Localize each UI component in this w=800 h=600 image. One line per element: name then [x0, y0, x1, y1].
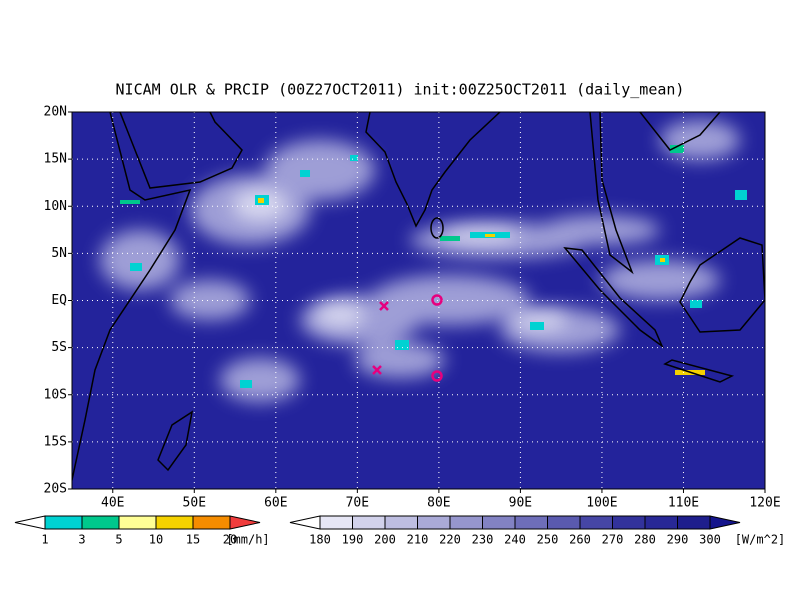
lon-label: 60E	[264, 496, 287, 511]
colorbar-box	[352, 515, 386, 530]
colorbar-label: 300	[699, 533, 721, 547]
colorbar-label: 200	[374, 533, 396, 547]
storm-markers	[372, 294, 443, 382]
colorbar-label: 180	[309, 533, 331, 547]
colorbar-box	[319, 515, 353, 530]
colorbar-box	[449, 515, 483, 530]
lat-label: 20S	[44, 482, 67, 497]
colorbar-label: 250	[537, 533, 559, 547]
colorbar-box	[644, 515, 678, 530]
map-area	[72, 112, 765, 489]
colorbar-label: 15	[186, 533, 200, 547]
colorbar-label: 5	[115, 533, 122, 547]
colorbar-box	[192, 515, 231, 530]
precip-patches	[120, 145, 747, 388]
colorbar-box	[612, 515, 646, 530]
colorbar-end	[289, 515, 321, 530]
colorbar-unit: [mm/h]	[226, 533, 269, 547]
lat-label: 15N	[44, 152, 67, 167]
colorbar-label: 1	[41, 533, 48, 547]
colorbars: 1 3 5 10 15 20[mm/h] 180 190 200 210 220 230 240 250 2…	[14, 515, 786, 547]
colorbar-box	[514, 515, 548, 530]
lon-label: 100E	[586, 496, 617, 511]
colorbar-label: 260	[569, 533, 591, 547]
lon-label: 80E	[427, 496, 450, 511]
colorbar-label: 10	[149, 533, 163, 547]
lon-label: 120E	[749, 496, 780, 511]
colorbar-box	[677, 515, 711, 530]
lat-label: 15S	[44, 434, 67, 449]
colorbar-box	[417, 515, 451, 530]
colorbar-label: 270	[602, 533, 624, 547]
lat-label: EQ	[51, 293, 67, 308]
lon-label: 40E	[101, 496, 124, 511]
colorbar-box	[118, 515, 157, 530]
colorbar-label: 220	[439, 533, 461, 547]
colorbar-box	[482, 515, 516, 530]
colorbar-end	[14, 515, 46, 530]
lon-label: 90E	[509, 496, 532, 511]
lat-label: 10S	[44, 387, 67, 402]
colorbar-box	[155, 515, 194, 530]
graticule	[72, 112, 765, 489]
axis-labels: 20N 15N 10N 5N EQ 5S 10S 15S 20S 40E 50E 60E 70E 80E 9…	[44, 105, 781, 511]
lon-label: 110E	[668, 496, 699, 511]
colorbar-box	[547, 515, 581, 530]
lon-label: 70E	[346, 496, 369, 511]
colorbar-label: 190	[342, 533, 364, 547]
coastlines	[72, 112, 765, 484]
colorbar-box	[44, 515, 83, 530]
lat-label: 10N	[44, 199, 67, 214]
colorbar-box	[579, 515, 613, 530]
colorbar-label: 290	[667, 533, 689, 547]
colorbar-end	[709, 515, 741, 530]
lon-label: 50E	[183, 496, 206, 511]
lat-label: 5N	[51, 246, 67, 261]
colorbar-label: 230	[472, 533, 494, 547]
colorbar-label: 20	[223, 533, 237, 547]
lat-label: 5S	[51, 340, 67, 355]
colorbar-box	[384, 515, 418, 530]
colorbar-label: 280	[634, 533, 656, 547]
colorbar-box	[81, 515, 120, 530]
map-title: NICAM OLR & PRCIP (00Z27OCT2011) init:00…	[116, 81, 685, 99]
colorbar-end	[229, 515, 261, 530]
lat-label: 20N	[44, 105, 67, 120]
colorbar-unit: [W/m^2]	[735, 533, 786, 547]
colorbar-label: 210	[407, 533, 429, 547]
colorbar-label: 240	[504, 533, 526, 547]
colorbar-label: 3	[78, 533, 85, 547]
